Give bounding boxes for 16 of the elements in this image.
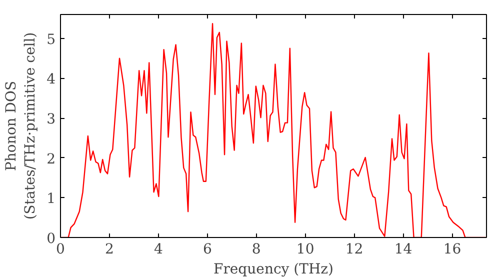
x-tick-label: 6 bbox=[202, 242, 212, 258]
y-axis-title: Phonon DOS (States/THz·primitive cell) bbox=[3, 32, 39, 220]
x-tick-label: 14 bbox=[394, 242, 412, 258]
x-tick-label: 2 bbox=[105, 242, 114, 258]
x-tick-label: 8 bbox=[252, 242, 261, 258]
x-tick-label: 4 bbox=[154, 242, 163, 258]
y-tick-label: 1 bbox=[46, 191, 56, 208]
x-tick-label: 10 bbox=[296, 242, 314, 258]
x-axis-title: Frequency (THz) bbox=[213, 262, 334, 278]
x-tick-label: 16 bbox=[443, 242, 462, 258]
y-tick-label: 5 bbox=[46, 32, 56, 48]
y-tick-label: 2 bbox=[46, 151, 56, 168]
y-tick-label: 3 bbox=[46, 112, 56, 128]
y-tick-label: 4 bbox=[46, 72, 56, 88]
y-tick-label: 0 bbox=[46, 231, 56, 247]
x-tick-label: 12 bbox=[345, 242, 364, 258]
